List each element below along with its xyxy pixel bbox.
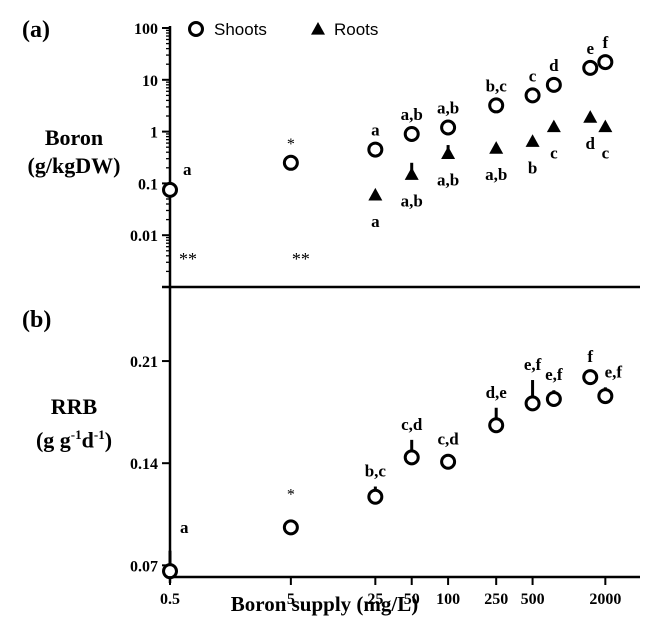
- shoots-point-label-3: a,b: [401, 105, 423, 124]
- panel-a-ytick-label-1: 10: [142, 73, 158, 90]
- legend-shoots-label: Shoots: [214, 20, 267, 39]
- panel-b-label: (b): [22, 307, 51, 333]
- rrb-point-label-0: a: [180, 518, 189, 537]
- shoots-point-label-0: a: [183, 160, 192, 179]
- roots-point-label-7: c: [602, 144, 610, 163]
- shoots-point-label-4: a,b: [437, 98, 459, 117]
- shoots-point-2: [367, 141, 384, 158]
- x-tick-label-5: 250: [484, 591, 508, 608]
- shoots-point-label-5: b,c: [486, 76, 508, 95]
- x-tick-label-0: 0.5: [160, 591, 180, 608]
- shoots-point-1: [282, 154, 299, 171]
- panel-b-ytick-label-1: 0.14: [130, 456, 158, 473]
- rrb-unit-exp2: -1: [93, 427, 105, 442]
- roots-point-3: [489, 141, 504, 154]
- roots-point-7: [598, 119, 613, 133]
- shoots-point-label-6: c: [529, 66, 537, 85]
- rrb-point-5: [488, 417, 505, 434]
- panel-a-ytick-label-2: 1: [150, 125, 158, 142]
- rrb-unit-exp1: -1: [70, 427, 82, 442]
- shoots-point-label-7: d: [549, 56, 559, 75]
- shoots-point-8: [582, 59, 599, 76]
- panel-b-ylabel-line2: (g g-1d-1): [8, 421, 140, 454]
- panel-b-ytick-label-0: 0.21: [130, 354, 158, 371]
- roots-point-label-6: d: [586, 134, 596, 153]
- legend-roots-label: Roots: [334, 20, 378, 39]
- shoots-point-label-9: f: [603, 33, 609, 52]
- shoots-point-9: [597, 54, 614, 71]
- text-layer: (a) (b) 100 10 1 0.1 0.01 0.21 0.14 0.070.5 5 25 50 1…: [22, 17, 622, 608]
- shoots-point-label-2: a: [371, 121, 380, 140]
- rrb-point-label-2: b,c: [365, 462, 387, 481]
- rrb-point-1: [282, 519, 299, 536]
- rrb-point-label-1: *: [287, 486, 295, 503]
- panel-b-ylabel: RRB (g g-1d-1): [8, 393, 140, 454]
- x-tick-label-1: 5: [287, 591, 295, 608]
- x-tick-label-4: 100: [436, 591, 460, 608]
- shoots-point-5: [488, 97, 505, 114]
- rrb-point-label-4: c,d: [437, 429, 459, 448]
- rrb-point-label-5: d,e: [486, 383, 508, 402]
- roots-point-label-1: a,b: [401, 191, 423, 210]
- roots-point-6: [583, 110, 598, 123]
- x-axis-title: Boron supply (mg/L): [230, 592, 419, 616]
- rrb-point-label-6: e,f: [524, 355, 542, 374]
- roots-point-label-3: a,b: [485, 165, 507, 184]
- rrb-point-label-8: f: [587, 347, 593, 366]
- roots-point-label-0: a: [371, 212, 380, 231]
- roots-point-label-4: b: [528, 158, 537, 177]
- roots-point-0: [368, 187, 383, 201]
- rrb-point-3: [403, 449, 420, 466]
- x-tick-label-7: 2000: [589, 591, 621, 608]
- panel-a-ylabel: Boron (g/kgDW): [8, 124, 140, 180]
- panel-a-ylabel-line1: Boron: [44, 125, 104, 150]
- rrb-unit-close: ): [104, 427, 113, 453]
- marks-layer: [162, 21, 614, 580]
- rrb-point-label-3: c,d: [401, 415, 423, 434]
- panel-a-ytick-label-4: 0.01: [130, 228, 158, 245]
- rrb-unit-g: (g g: [35, 427, 71, 453]
- panel-b-ylabel-line1: RRB: [50, 394, 98, 419]
- x-tick-label-6: 500: [521, 591, 545, 608]
- shoots-point-3: [403, 125, 420, 142]
- rrb-point-label-7: e,f: [545, 365, 563, 384]
- panel-a-ytick-label-0: 100: [134, 21, 158, 38]
- x-tick-label-2: 25: [367, 591, 383, 608]
- rrb-point-7: [545, 391, 562, 407]
- rrb-unit-d: d: [81, 427, 94, 453]
- rrb-point-8: [582, 369, 599, 386]
- rrb-point-4: [440, 453, 457, 470]
- shoots-point-4: [440, 119, 457, 136]
- rrb-point-6: [524, 395, 541, 412]
- legend-shoots-marker: [188, 21, 204, 37]
- panel-a-ylabel-line2: (g/kgDW): [27, 153, 121, 178]
- roots-point-5: [546, 119, 561, 133]
- shoots-point-6: [524, 87, 541, 104]
- shoots-point-7: [545, 76, 562, 93]
- significance-annotation-0: **: [179, 249, 197, 269]
- roots-point-label-2: a,b: [437, 170, 459, 189]
- rrb-point-label-9: e,f: [605, 362, 623, 381]
- shoots-point-label-1: *: [287, 136, 295, 153]
- legend-roots-marker: [311, 22, 325, 35]
- shoots-point-0: [162, 181, 178, 198]
- x-tick-label-3: 50: [404, 591, 420, 608]
- roots-point-4: [525, 134, 540, 147]
- significance-annotation-1: **: [292, 249, 310, 269]
- rrb-point-9: [597, 388, 614, 405]
- shoots-point-label-8: e: [586, 39, 594, 58]
- panel-b-ytick-label-2: 0.07: [130, 558, 158, 575]
- panel-a-ytick-label-3: 0.1: [138, 176, 158, 193]
- roots-point-2: [441, 146, 456, 159]
- roots-point-1: [404, 167, 419, 180]
- rrb-point-2: [367, 488, 384, 505]
- panel-a-label: (a): [22, 17, 50, 43]
- rrb-point-0: [162, 563, 178, 580]
- roots-point-label-5: c: [550, 144, 558, 163]
